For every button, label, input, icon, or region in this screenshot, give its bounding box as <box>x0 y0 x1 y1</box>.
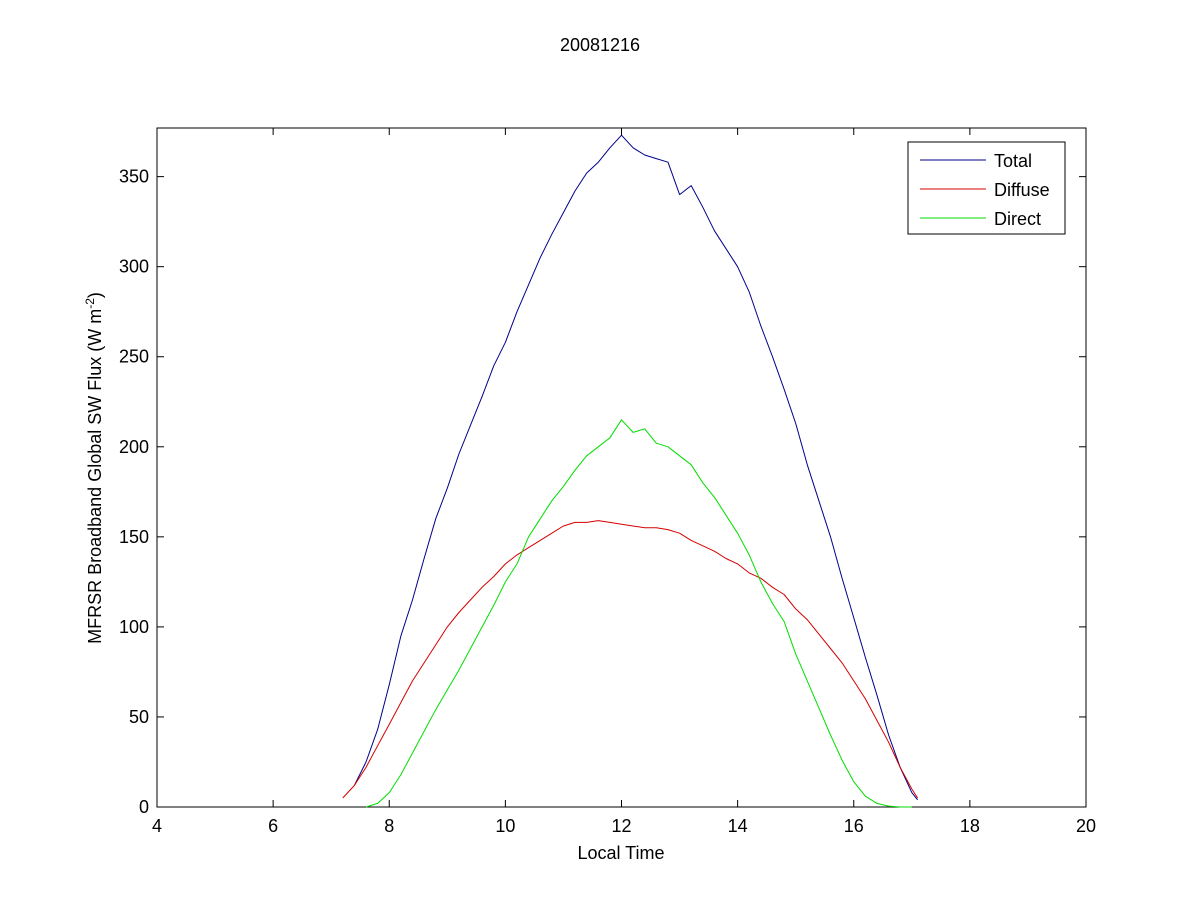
y-tick-label: 100 <box>119 617 149 637</box>
x-tick-label: 20 <box>1076 816 1096 836</box>
y-tick-label: 200 <box>119 437 149 457</box>
y-axis-label-close: ) <box>85 292 105 298</box>
x-tick-label: 14 <box>728 816 748 836</box>
x-axis-ticks: 4 6 8 10 12 14 16 18 20 <box>152 128 1096 836</box>
legend-box <box>907 141 1066 235</box>
y-axis-ticks: 0 50 100 150 200 250 300 350 <box>119 167 1086 817</box>
legend-label-diffuse: Diffuse <box>994 180 1050 200</box>
y-tick-label: 350 <box>119 167 149 187</box>
y-tick-label: 150 <box>119 527 149 547</box>
y-tick-label: 50 <box>129 707 149 727</box>
x-tick-label: 12 <box>611 816 631 836</box>
series-line-diffuse <box>342 520 919 799</box>
series-line-total <box>353 134 918 801</box>
y-tick-label: 300 <box>119 257 149 277</box>
plot-area <box>156 127 1087 808</box>
y-axis-label-main: MFRSR Broadband Global SW Flux (W m <box>85 309 105 644</box>
x-tick-label: 10 <box>495 816 515 836</box>
x-tick-label: 6 <box>268 816 278 836</box>
x-axis-label: Local Time <box>577 843 664 863</box>
series-layer <box>342 134 919 808</box>
y-tick-label: 250 <box>119 347 149 367</box>
x-tick-label: 16 <box>844 816 864 836</box>
legend-label-total: Total <box>994 151 1032 171</box>
legend-label-direct: Direct <box>994 209 1041 229</box>
chart-title: 20081216 <box>560 35 640 55</box>
axes-box <box>156 127 1087 808</box>
y-axis-label-superscript: -2 <box>83 298 97 309</box>
x-tick-label: 8 <box>384 816 394 836</box>
y-axis-label: MFRSR Broadband Global SW Flux (W m-2) <box>83 292 105 644</box>
y-tick-label: 0 <box>139 797 149 817</box>
x-tick-label: 4 <box>152 816 162 836</box>
legend: Total Diffuse Direct <box>907 141 1066 235</box>
series-line-direct <box>365 419 912 808</box>
x-tick-label: 18 <box>960 816 980 836</box>
